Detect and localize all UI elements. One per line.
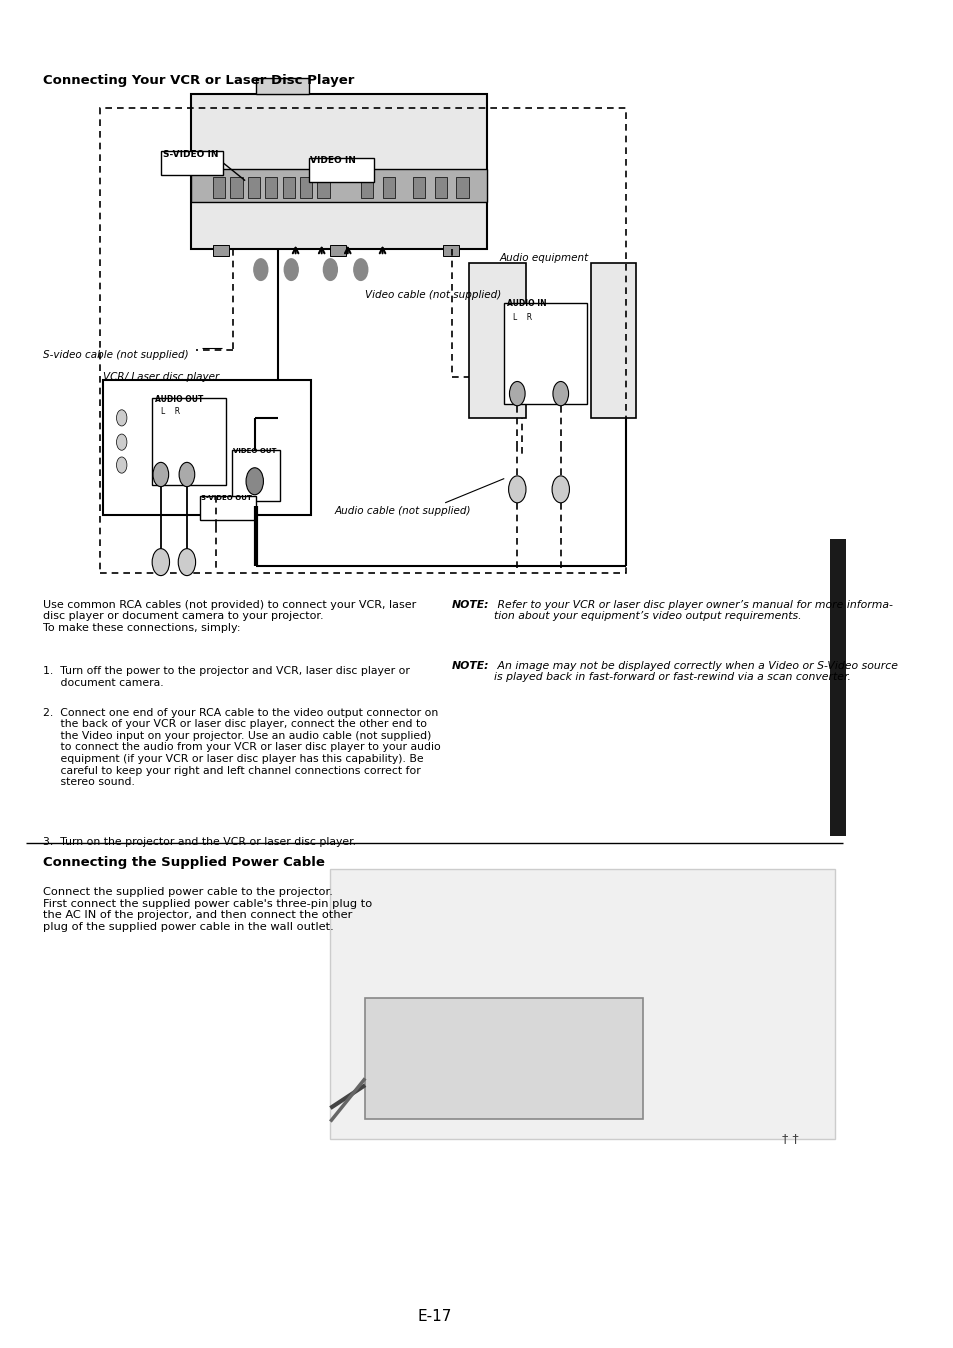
Circle shape [152,549,170,576]
Text: VIDEO IN: VIDEO IN [310,156,355,166]
Bar [456,177,468,198]
Bar [591,263,636,418]
Bar [413,177,425,198]
Bar [435,177,446,198]
Text: AUDIO IN: AUDIO IN [506,299,546,309]
Bar [200,496,256,520]
Text: S-video cable (not supplied): S-video cable (not supplied) [44,350,189,360]
Circle shape [553,381,568,406]
Bar [230,177,242,198]
Circle shape [508,476,525,503]
Bar [161,151,223,175]
Text: S-VIDEO OUT: S-VIDEO OUT [201,495,252,500]
Text: E-17: E-17 [417,1309,452,1324]
Bar [309,158,374,182]
Bar [829,539,845,836]
Bar [360,177,373,198]
Bar [232,450,279,501]
Text: Refer to your VCR or laser disc player owner’s manual for more informa-
tion abo: Refer to your VCR or laser disc player o… [494,600,892,621]
Text: L    R: L R [513,313,532,322]
Circle shape [178,549,195,576]
Text: VCR/ Laser disc player: VCR/ Laser disc player [103,372,218,381]
Text: NOTE:: NOTE: [452,661,489,670]
Bar [100,108,625,573]
Bar [443,245,458,256]
Text: 2.  Connect one end of your RCA cable to the video output connector on
     the : 2. Connect one end of your RCA cable to … [44,708,440,787]
Bar [330,869,834,1139]
Text: Connecting Your VCR or Laser Disc Player: Connecting Your VCR or Laser Disc Player [44,74,355,88]
Text: Audio cable (not supplied): Audio cable (not supplied) [335,506,471,515]
Text: L    R: L R [161,407,180,417]
Circle shape [354,259,367,280]
Bar [191,168,486,202]
Bar [317,177,329,198]
Text: 3.  Turn on the projector and the VCR or laser disc player.: 3. Turn on the projector and the VCR or … [44,837,356,847]
Circle shape [116,410,127,426]
Bar [248,177,259,198]
Bar [265,177,277,198]
Bar [256,78,309,94]
Circle shape [179,462,194,487]
Circle shape [552,476,569,503]
Text: Use common RCA cables (not provided) to connect your VCR, laser
disc player or d: Use common RCA cables (not provided) to … [44,600,416,634]
Bar [469,263,525,418]
Bar [299,177,312,198]
Text: S-VIDEO IN: S-VIDEO IN [162,150,218,159]
Circle shape [253,259,268,280]
Text: † †: † † [781,1132,799,1146]
Circle shape [323,259,337,280]
Bar [103,380,311,515]
Bar [365,998,642,1119]
Bar [213,245,229,256]
Circle shape [116,457,127,473]
Bar [152,398,226,485]
Text: An image may not be displayed correctly when a Video or S-Video source
is played: An image may not be displayed correctly … [494,661,897,682]
Text: Connecting the Supplied Power Cable: Connecting the Supplied Power Cable [44,856,325,869]
Circle shape [284,259,298,280]
Text: 1.  Turn off the power to the projector and VCR, laser disc player or
     docum: 1. Turn off the power to the projector a… [44,666,410,687]
Circle shape [152,462,169,487]
Circle shape [509,381,524,406]
Text: Video cable (not supplied): Video cable (not supplied) [365,290,501,299]
Text: NOTE:: NOTE: [452,600,489,609]
Circle shape [246,468,263,495]
Bar [330,245,346,256]
Text: AUDIO OUT: AUDIO OUT [154,395,203,404]
Circle shape [116,434,127,450]
Bar [382,177,395,198]
Bar [191,94,486,249]
Bar [213,177,225,198]
Bar [282,177,294,198]
Text: Audio equipment: Audio equipment [499,253,589,263]
Text: Connect the supplied power cable to the projector.
First connect the supplied po: Connect the supplied power cable to the … [44,887,373,931]
Text: VIDEO OUT: VIDEO OUT [233,448,276,453]
Bar [504,303,586,404]
